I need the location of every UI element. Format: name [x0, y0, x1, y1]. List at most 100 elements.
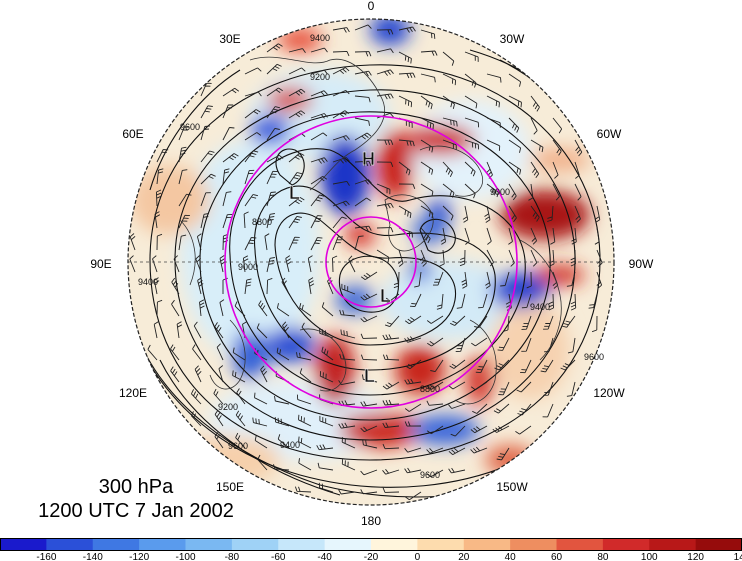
wind-barb — [464, 183, 476, 199]
wind-barb — [382, 487, 400, 493]
wind-barb — [464, 227, 470, 245]
wind-barb — [299, 368, 312, 383]
legend-swatch — [46, 538, 94, 550]
wind-barb — [382, 354, 400, 361]
wind-barb — [277, 434, 290, 449]
wind-barb — [354, 95, 371, 103]
wind-barb — [332, 27, 350, 33]
wind-barb — [382, 469, 400, 475]
wind-barb — [508, 249, 515, 267]
wind-barb — [214, 432, 224, 449]
wind-barb — [420, 95, 433, 110]
wind-barb — [470, 446, 488, 454]
wind-barb — [404, 403, 422, 412]
wind-barb — [266, 43, 283, 53]
wind-barb — [442, 161, 453, 177]
wind-barb — [232, 347, 246, 361]
meridian-label-90e: 90E — [90, 257, 111, 271]
wind-barb — [266, 277, 273, 295]
wind-barb — [486, 227, 492, 245]
wind-barb — [376, 48, 394, 54]
meridian-label-90w: 90W — [629, 257, 654, 271]
low-pressure-label: L — [289, 183, 300, 203]
wind-barb — [566, 271, 576, 287]
wind-barb — [382, 334, 400, 340]
wind-barb — [200, 105, 213, 119]
wind-barb — [420, 73, 436, 83]
wind-barb — [244, 109, 261, 119]
contour-label-group: 9400 9200 9600 8800 9000 9400 9200 9600 … — [138, 33, 604, 480]
wind-barb — [398, 161, 411, 176]
wind-barb — [430, 359, 444, 373]
wind-barb — [307, 255, 313, 273]
wind-barb — [222, 127, 235, 141]
wind-barb — [485, 271, 491, 289]
wind-barb — [448, 403, 466, 409]
wind-barb — [530, 95, 540, 112]
low-pressure-label: L — [364, 366, 375, 386]
wind-barb — [310, 237, 323, 251]
wind-barb — [244, 91, 262, 97]
wind-barb — [156, 168, 164, 185]
wind-barb — [404, 421, 422, 427]
wind-barb — [222, 168, 230, 185]
wind-barb — [273, 464, 290, 471]
wind-barb — [147, 344, 158, 361]
legend-swatch — [556, 538, 604, 550]
wind-barb — [197, 277, 204, 295]
wind-barb — [500, 271, 510, 287]
wind-barb — [222, 191, 232, 207]
wind-barb — [493, 403, 510, 414]
wind-barb — [354, 24, 372, 31]
wind-barb — [530, 161, 540, 179]
wind-barb — [310, 194, 325, 207]
legend-tick-label: 80 — [597, 552, 609, 561]
wind-barb — [276, 303, 290, 317]
wind-barb — [426, 400, 444, 406]
legend-tick-label: -80 — [225, 552, 240, 561]
legend-tick-label: -60 — [271, 552, 286, 561]
contour-label: 9600 — [584, 352, 604, 362]
wind-barb — [420, 183, 434, 197]
wind-barb — [376, 183, 391, 195]
wind-barb — [508, 183, 517, 201]
wind-barb — [214, 322, 224, 339]
wind-barb — [288, 88, 306, 97]
wind-barb — [478, 293, 488, 309]
wind-barb — [596, 249, 603, 267]
wind-barb — [456, 293, 466, 309]
wind-barb — [449, 359, 466, 369]
wind-barb — [153, 321, 159, 339]
wind-barb — [310, 157, 328, 164]
wind-barb — [521, 337, 532, 352]
wind-barb — [549, 249, 555, 267]
wind-barb — [398, 26, 416, 33]
wind-barb — [354, 51, 372, 57]
wind-barb — [540, 359, 554, 373]
wind-barb — [176, 321, 183, 339]
wind-barb — [340, 329, 356, 339]
wind-barb — [274, 396, 290, 405]
wind-barb — [486, 249, 494, 267]
wind-barb — [244, 278, 252, 295]
wind-barb — [257, 454, 268, 471]
wind-barb — [486, 73, 502, 83]
wind-barb — [310, 215, 323, 229]
wind-barb — [455, 337, 466, 353]
wind-barb — [354, 70, 372, 77]
wind-barb — [244, 169, 255, 185]
wind-barb — [498, 381, 510, 396]
wind-barb — [376, 139, 394, 145]
wind-barb — [376, 93, 394, 100]
legend-tick-label: -140 — [83, 552, 103, 561]
legend-swatch — [417, 538, 465, 550]
wind-barb — [192, 344, 202, 361]
wind-barb — [190, 389, 202, 405]
legend-swatch — [510, 538, 557, 550]
legend-tick-label: -40 — [317, 552, 332, 561]
wind-barb — [542, 403, 554, 418]
wind-barb — [178, 193, 192, 207]
wind-barb — [266, 154, 284, 163]
wind-barb — [288, 110, 306, 119]
legend-tick-label: -160 — [36, 552, 56, 561]
